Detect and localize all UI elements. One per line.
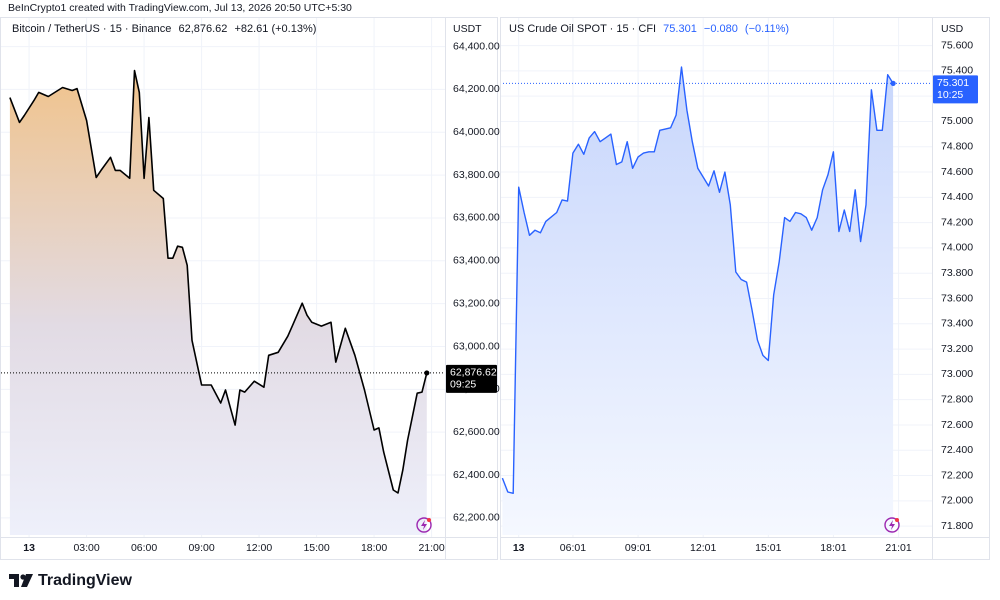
x-tick-label: 12:00 [246,542,272,554]
header-text: BeInCrypto1 created with TradingView.com… [8,2,352,14]
x-tick-label: 21:01 [885,542,911,554]
panel-frame [0,17,498,560]
y-tick-label: 72.000 [941,495,973,507]
x-tick-label: 06:00 [131,542,157,554]
legend: US Crude Oil SPOT · 15 · CFI 75.301 −0.0… [509,23,789,35]
y-tick-label: 73.200 [941,343,973,355]
price-tag [933,75,978,104]
y-tick-label: 63,600.00 [453,212,500,224]
y-tick-label: 73.000 [941,368,973,380]
countdown-label: 09:25 [450,379,476,391]
x-tick-label: 03:00 [73,542,99,554]
y-tick-label: 74.200 [941,216,973,228]
legend: Bitcoin / TetherUS · 15 · Binance 62,876… [12,23,316,35]
legend-change: +82.61 (+0.13%) [234,23,316,35]
area [9,70,427,535]
countdown-label: 10:25 [937,89,963,101]
y-tick-label: 71.800 [941,520,973,532]
y-tick-label: 75.400 [941,65,973,77]
x-tick-label: 15:01 [755,542,781,554]
x-tick-label: 06:01 [560,542,586,554]
y-tick-label: 64,400.00 [453,40,500,52]
currency-label: USDT [453,23,482,35]
y-tick-label: 72.400 [941,444,973,456]
y-tick-label: 74.400 [941,191,973,203]
brand-name: TradingView [38,572,133,589]
y-tick-label: 62,400.00 [453,469,500,481]
legend-price: 62,876.62 [178,23,227,35]
legend-title: US Crude Oil SPOT · 15 · CFI [509,23,656,35]
y-tick-label: 73.800 [941,267,973,279]
legend-change: −0.080 [704,23,738,35]
brand-logo [9,574,33,587]
y-tick-label: 72.800 [941,393,973,405]
x-tick-label: 18:00 [361,542,387,554]
price-tag [446,364,497,393]
x-tick-label: 09:01 [625,542,651,554]
y-tick-label: 64,000.00 [453,126,500,138]
y-tick-label: 73.600 [941,292,973,304]
x-tick-label: 13 [23,542,35,554]
x-tick-label: 12:01 [690,542,716,554]
currency-label: USD [941,23,964,35]
y-tick-label: 62,600.00 [453,426,500,438]
alert-icon[interactable] [884,517,900,533]
legend-price: 75.301 [663,23,697,35]
y-tick-label: 63,800.00 [453,169,500,181]
price-tag-label: 62,876.62 [450,367,497,379]
y-tick-label: 72.600 [941,419,973,431]
y-tick-label: 75.000 [941,115,973,127]
y-tick-label: 74.600 [941,166,973,178]
y-tick-label: 62,200.00 [453,512,500,524]
x-tick-label: 13 [513,542,525,554]
price-line [501,66,894,494]
x-tick-label: 09:00 [188,542,214,554]
y-tick-label: 63,400.00 [453,255,500,267]
legend-title: Bitcoin / TetherUS · 15 · Binance [12,23,171,35]
y-tick-label: 64,200.00 [453,83,500,95]
x-tick-label: 21:00 [418,542,444,554]
chart-panel [1,18,445,537]
last-price-dot [424,370,430,376]
price-line [9,69,428,494]
y-tick-label: 74.800 [941,141,973,153]
legend-change-pct: (−0.11%) [745,23,789,35]
y-tick-label: 73.400 [941,318,973,330]
y-tick-label: 63,000.00 [453,340,500,352]
last-price-dot [890,80,896,87]
y-tick-label: 63,200.00 [453,297,500,309]
y-tick-label: 74.000 [941,242,973,254]
alert-icon[interactable] [416,517,432,533]
y-tick-label: 72.200 [941,469,973,481]
y-tick-label: 75.600 [941,39,973,51]
chart-panel [500,18,932,537]
panel-frame [500,17,990,560]
price-tag-label: 75.301 [937,77,969,89]
area [502,67,894,535]
x-tick-label: 18:01 [820,542,846,554]
x-tick-label: 15:00 [303,542,329,554]
